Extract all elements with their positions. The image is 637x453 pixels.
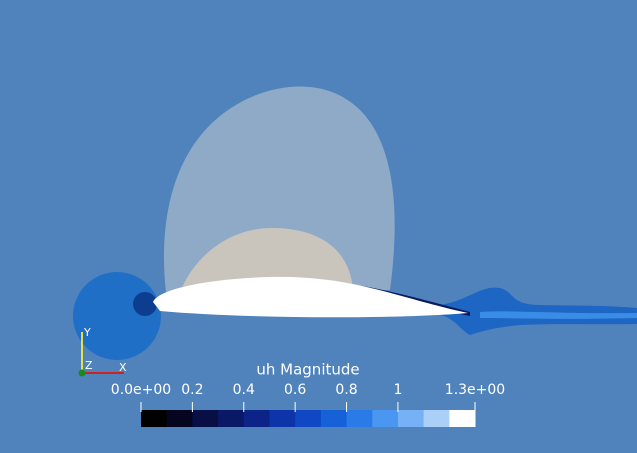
colorbar-tick-label: 1	[393, 382, 402, 398]
colorbar-band	[295, 410, 322, 427]
colorbar-band	[269, 410, 296, 427]
colorbar-band	[346, 410, 373, 427]
colorbar-tick-label: 0.0e+00	[111, 382, 171, 398]
colorbar-band	[218, 410, 245, 427]
colorbar: 0.0e+00 0.2 0.4 0.6 0.8 1 1.3e+00	[111, 382, 505, 427]
colorbar-band	[141, 410, 168, 427]
colorbar-band	[372, 410, 399, 427]
colorbar-title: uh Magnitude	[256, 361, 359, 379]
pressure-region	[163, 86, 395, 292]
colorbar-band	[192, 410, 219, 427]
y-axis-label: Y	[83, 326, 91, 339]
leading-edge-region	[133, 292, 157, 316]
colorbar-tick-label: 0.6	[284, 382, 306, 398]
colorbar-tick-label: 0.8	[335, 382, 357, 398]
airfoil	[153, 276, 468, 318]
z-axis-dot	[78, 369, 86, 377]
colorbar-band	[320, 410, 348, 427]
colorbar-tick-label: 1.3e+00	[445, 382, 505, 398]
colorbar-band	[166, 410, 193, 427]
colorbar-tick-label: 0.2	[181, 382, 203, 398]
wake-core	[480, 311, 637, 319]
colorbar-band	[243, 410, 270, 427]
wake-region	[440, 287, 637, 335]
stagnation-region	[180, 228, 353, 292]
inflow-region	[73, 272, 161, 360]
colorbar-tick-label: 0.4	[233, 382, 255, 398]
colorbar-band	[449, 410, 476, 427]
z-axis-label: Z	[85, 359, 93, 372]
colorbar-band	[397, 410, 425, 427]
colorbar-band	[423, 410, 450, 427]
x-axis-label: X	[119, 361, 127, 374]
